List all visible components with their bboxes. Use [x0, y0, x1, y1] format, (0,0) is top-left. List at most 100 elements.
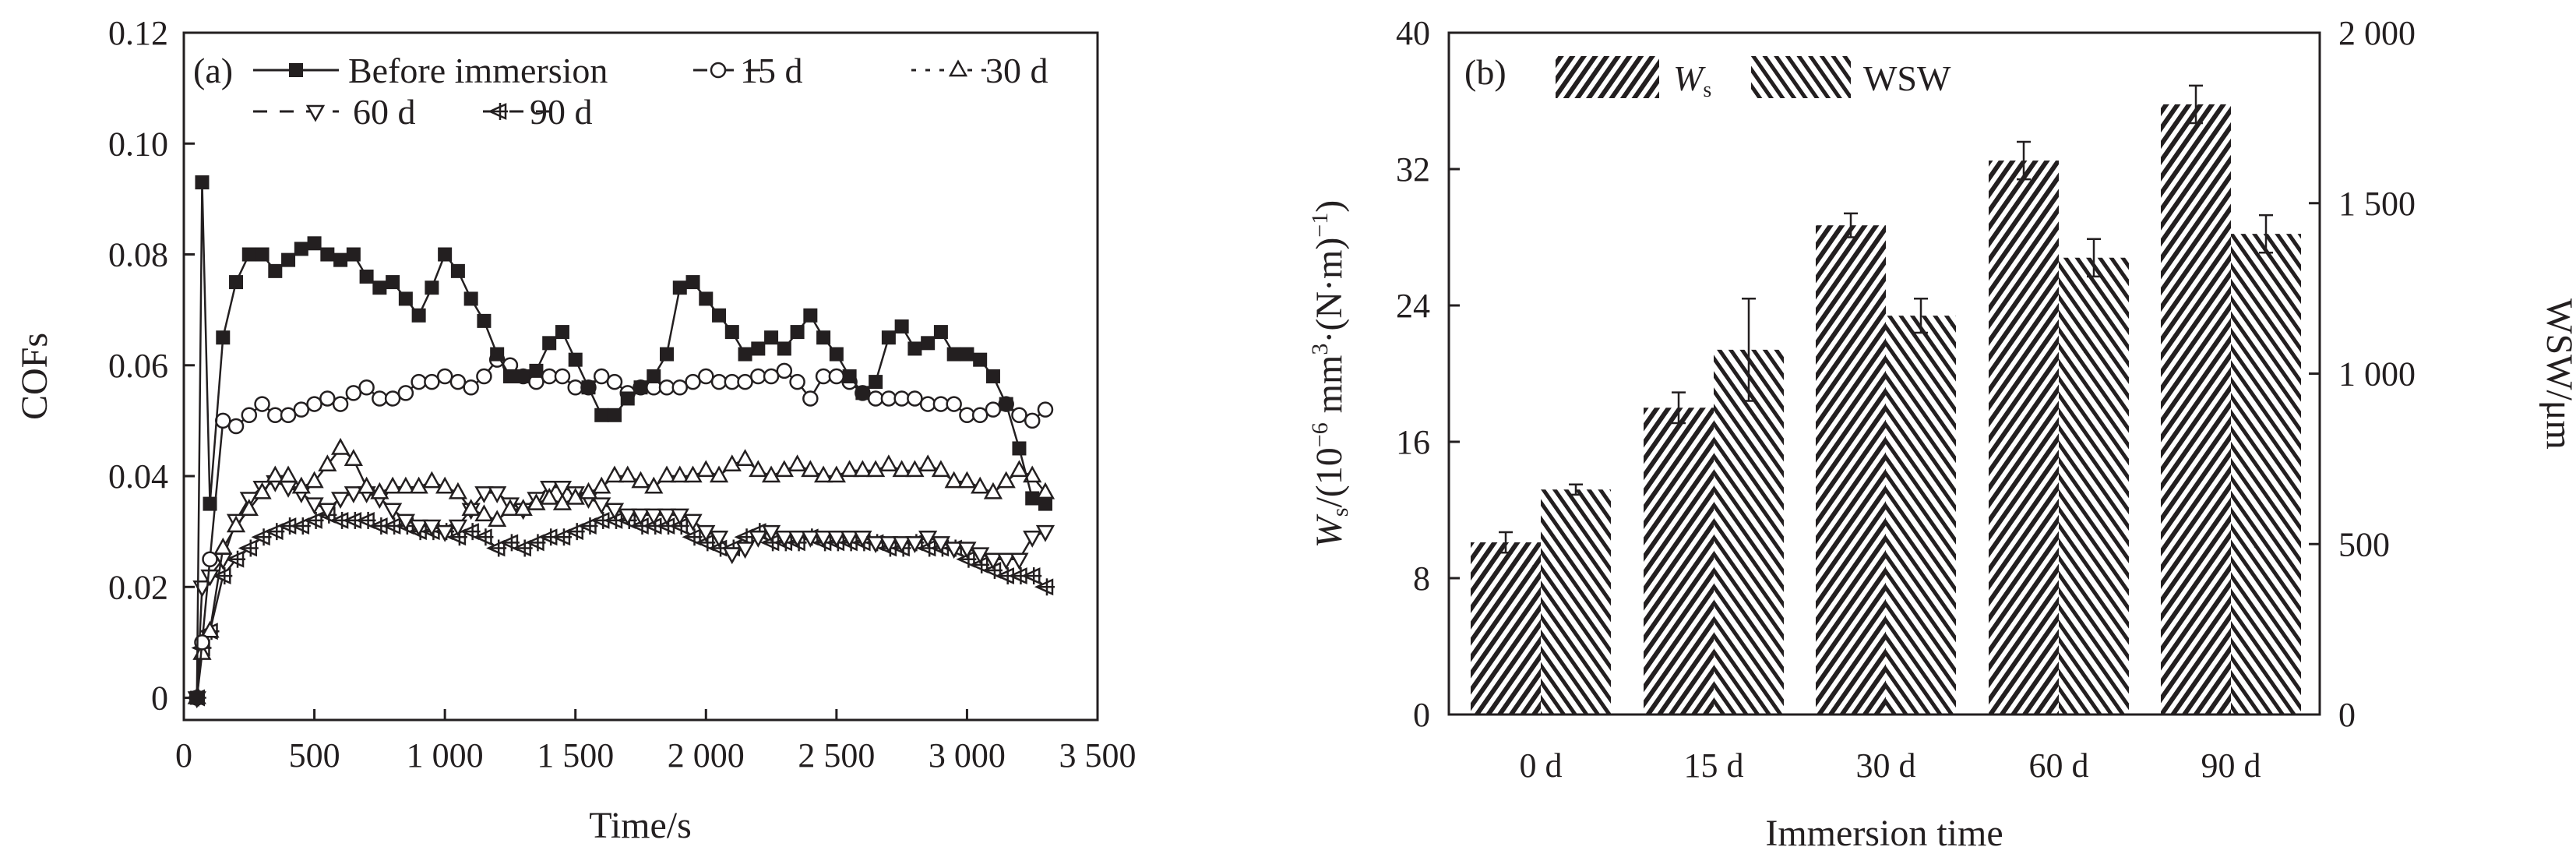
data-point — [840, 531, 859, 548]
data-point — [424, 373, 440, 390]
data-point — [918, 454, 938, 472]
data-point — [776, 362, 793, 379]
legend-item: 15 d — [693, 51, 803, 90]
legend-marker — [305, 104, 326, 122]
data-point — [826, 531, 846, 548]
data-point — [1025, 491, 1040, 506]
data-point — [266, 465, 285, 483]
y-tick-label: 0.12 — [108, 14, 168, 52]
data-point — [473, 528, 494, 546]
data-point — [224, 550, 246, 568]
data-point — [724, 373, 741, 390]
data-point — [541, 368, 558, 385]
legend-label: 90 d — [530, 92, 593, 132]
data-point — [238, 539, 259, 557]
data-point — [842, 369, 857, 383]
data-point — [971, 547, 990, 565]
data-point — [226, 515, 246, 533]
legend-item: Before immersion — [253, 51, 608, 90]
bar-w — [1471, 542, 1541, 715]
bar-wsw — [2059, 257, 2129, 715]
data-point — [907, 341, 922, 356]
data-point — [971, 407, 988, 424]
data-point — [749, 531, 768, 548]
data-point — [330, 437, 351, 455]
data-point — [699, 291, 714, 306]
data-point — [879, 454, 899, 472]
data-point — [200, 569, 220, 587]
data-point — [554, 368, 571, 385]
data-point — [291, 476, 311, 494]
data-point — [931, 460, 951, 478]
data-point — [983, 552, 1003, 570]
panel-label-a: (a) — [193, 51, 233, 90]
data-point — [881, 330, 896, 345]
data-point — [788, 531, 807, 548]
data-point — [647, 369, 661, 383]
data-point — [264, 523, 285, 541]
data-point — [592, 497, 611, 515]
bar-wsw — [1541, 489, 1611, 715]
data-point — [436, 368, 453, 385]
data-point — [552, 481, 573, 498]
data-point — [542, 336, 557, 351]
bar-group — [1471, 84, 2301, 715]
data-point — [893, 390, 910, 407]
data-point — [996, 471, 1016, 489]
y-tick-label-left: 8 — [1413, 559, 1430, 598]
error-bar — [2189, 84, 2203, 125]
y-tick-label-right: 500 — [2338, 525, 2390, 563]
wear-bar-chart: 0 8 16 24 32 40 0 500 1 000 1 500 2 000 0 d 15 d 30 d… — [1307, 14, 2576, 854]
bar-wsw — [1886, 316, 1956, 715]
data-point — [853, 531, 872, 548]
y-axis-label-right: WSW/μm — [2539, 298, 2576, 450]
data-point — [790, 325, 805, 340]
data-point — [474, 504, 494, 522]
legend: Ws WSW — [1556, 56, 1951, 102]
data-point — [267, 407, 284, 424]
error-bar — [1672, 391, 1686, 425]
data-point — [502, 369, 517, 383]
data-point — [290, 517, 311, 535]
data-point — [764, 330, 779, 345]
data-point — [879, 536, 899, 553]
x-tick-label: 1 000 — [407, 736, 484, 775]
y-tick-label-right: 1 500 — [2338, 185, 2416, 223]
data-point — [251, 528, 272, 546]
data-point — [944, 542, 964, 559]
legend-item: 90 d — [483, 92, 593, 132]
data-point — [229, 275, 244, 290]
data-point — [607, 408, 622, 422]
data-point — [931, 536, 951, 553]
data-point — [357, 476, 376, 494]
data-point — [973, 352, 988, 367]
data-point — [488, 486, 507, 503]
data-point — [382, 503, 403, 520]
data-point — [411, 373, 427, 390]
data-point — [490, 347, 505, 362]
data-point — [463, 291, 478, 306]
ylabel-end: ) — [1309, 200, 1350, 213]
data-point — [594, 408, 609, 422]
data-point — [774, 460, 794, 478]
data-point — [1010, 552, 1029, 570]
bar-w — [1644, 408, 1714, 715]
data-point — [606, 373, 623, 390]
data-point — [709, 465, 729, 483]
data-point — [194, 634, 210, 651]
data-point — [281, 252, 296, 267]
data-point — [985, 401, 1002, 418]
x-tick-label: 2 000 — [668, 736, 745, 775]
cof-chart: 0 500 1 000 1 500 2 000 2 500 3 000 3 500 0 0.02 0… — [14, 14, 1136, 846]
data-point — [386, 275, 400, 290]
data-point — [631, 508, 650, 526]
data-point — [685, 275, 700, 290]
ylabel-mid: mm — [1309, 355, 1350, 423]
data-point — [763, 368, 780, 385]
data-point — [435, 476, 455, 494]
data-point — [355, 511, 376, 529]
data-point — [905, 460, 925, 478]
axis-ticks: 0 500 1 000 1 500 2 000 2 500 3 000 3 500 0 0.02 0… — [108, 14, 1136, 775]
data-point — [996, 552, 1016, 570]
data-point — [529, 363, 544, 378]
